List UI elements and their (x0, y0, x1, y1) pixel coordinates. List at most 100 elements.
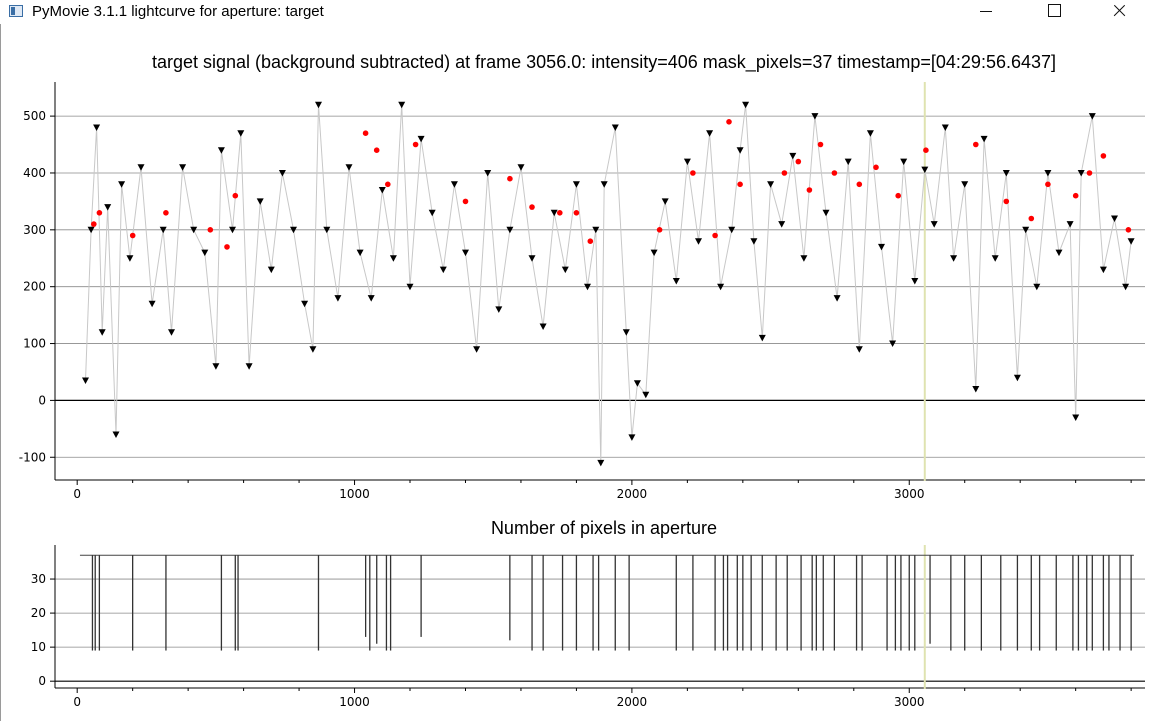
pixels-x-tick-label: 1000 (339, 695, 370, 709)
signal-point (822, 209, 830, 217)
signal-point (930, 221, 938, 228)
signal-highlight-point (1045, 181, 1051, 188)
main-y-tick-label: 0 (38, 393, 46, 407)
signal-point (473, 346, 481, 353)
signal-highlight-point (856, 181, 863, 188)
signal-highlight-point (831, 170, 838, 176)
signal-point (950, 255, 958, 262)
signal-point (462, 249, 469, 257)
signal-point (112, 431, 120, 438)
signal-point (1127, 238, 1135, 245)
signal-point (633, 380, 641, 387)
pixels-y-tick-label: 0 (38, 674, 46, 688)
main-y-tick-label: 200 (23, 280, 46, 294)
signal-point (592, 226, 600, 234)
signal-highlight-point (817, 141, 824, 148)
signal-point (672, 278, 680, 285)
main-y-tick-label: 300 (23, 223, 46, 237)
main-x-tick-label: 3000 (894, 487, 925, 501)
signal-point (118, 181, 126, 188)
signal-point (137, 164, 145, 171)
signal-point (911, 278, 919, 285)
signal-point (290, 226, 297, 234)
signal-highlight-point (232, 192, 239, 199)
signal-highlight-point (573, 210, 580, 216)
signal-highlight-point (224, 244, 230, 250)
signal-point (237, 130, 245, 137)
signal-point (267, 266, 275, 274)
pixels-y-tick-label: 20 (31, 606, 46, 620)
signal-point (428, 209, 436, 217)
signal-point (600, 181, 608, 188)
signal-point (889, 340, 897, 347)
signal-highlight-point (91, 221, 97, 227)
signal-highlight-point (895, 192, 901, 199)
signal-point (572, 181, 580, 188)
signal-point (584, 283, 591, 291)
signal-point (961, 181, 969, 188)
signal-highlight-point (557, 210, 563, 216)
main-x-tick-label: 0 (73, 487, 81, 501)
signal-point (980, 135, 988, 143)
signal-point (439, 266, 447, 274)
main-x-tick-label: 2000 (617, 487, 648, 501)
signal-point (212, 363, 220, 370)
signal-point (301, 300, 309, 308)
main-plot-area: -100 0 100 200 300 400 500 0 1000 2000 3000 (19, 82, 1145, 501)
signal-highlight-point (726, 119, 732, 125)
signal-point (833, 295, 841, 302)
signal-point (93, 124, 101, 131)
signal-point (728, 226, 736, 234)
signal-highlight-point (1072, 192, 1079, 199)
signal-point (900, 158, 908, 166)
signal-point (450, 181, 458, 188)
signal-point (1055, 249, 1063, 257)
signal-highlight-point (1125, 227, 1132, 233)
signal-point (550, 209, 558, 217)
signal-point (789, 152, 797, 160)
signal-point (168, 329, 175, 336)
maximize-button[interactable] (1030, 0, 1076, 24)
app-icon (9, 5, 23, 17)
signal-highlight-point (163, 210, 169, 216)
window-titlebar[interactable]: PyMovie 3.1.1 lightcurve for aperture: t… (0, 0, 1152, 24)
signal-point (767, 181, 775, 188)
signal-highlight-point (737, 181, 743, 188)
signal-point (334, 295, 342, 302)
signal-point (878, 243, 885, 251)
signal-point (1002, 170, 1010, 177)
signal-point (1099, 266, 1107, 274)
signal-point (811, 113, 819, 120)
signal-point (717, 283, 725, 291)
signal-point (356, 249, 364, 257)
signal-point (484, 170, 492, 177)
signal-point (398, 101, 406, 109)
signal-point (378, 187, 386, 194)
signal-point (1022, 226, 1030, 234)
signal-point (190, 226, 198, 234)
signal-point (245, 363, 253, 370)
signal-highlight-point (781, 170, 788, 176)
signal-point (1122, 283, 1130, 291)
signal-point (389, 255, 397, 262)
signal-highlight-point (1100, 153, 1107, 159)
signal-point (597, 459, 605, 467)
signal-highlight-point (96, 210, 103, 216)
signal-highlight-point (712, 232, 718, 239)
signal-point (611, 124, 619, 131)
minimize-button[interactable] (962, 0, 1008, 24)
signal-highlight-point (385, 181, 391, 188)
signal-point (561, 266, 569, 274)
signal-point (758, 334, 766, 342)
signal-highlight-point (129, 232, 136, 239)
signal-point (628, 434, 636, 441)
signal-point (406, 283, 414, 291)
signal-point (736, 147, 744, 154)
signal-point (179, 164, 187, 171)
signal-highlight-point (923, 147, 929, 153)
signal-point (683, 158, 691, 166)
signal-point (778, 221, 786, 228)
main-y-tick-label: -100 (19, 450, 46, 464)
signal-point (1077, 170, 1085, 177)
